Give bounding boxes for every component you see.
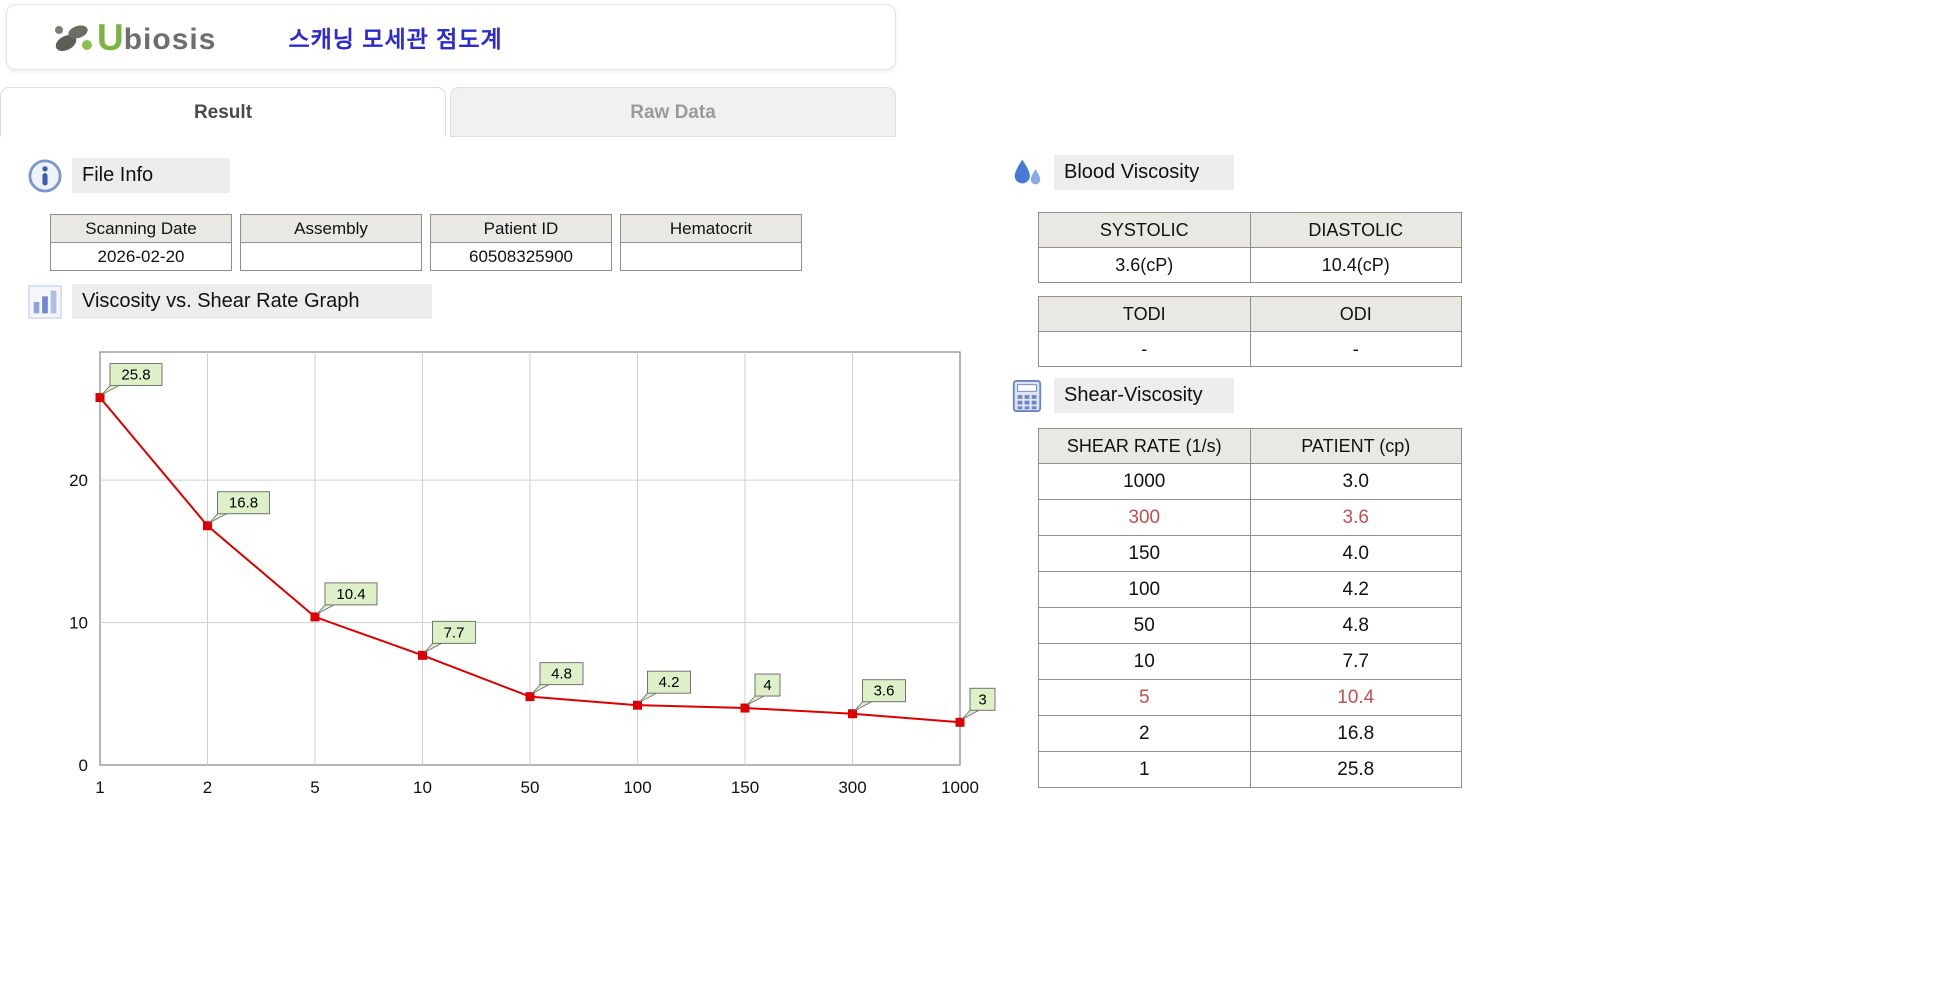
shear-viscosity-table: SHEAR RATE (1/s) PATIENT (cp) 1000 3.0 3… [1038, 428, 1462, 788]
table-row: 5 10.4 [1038, 679, 1462, 716]
shear-rate-value: 150 [1038, 535, 1251, 572]
field-value [621, 243, 801, 270]
svg-text:3: 3 [978, 691, 986, 708]
svg-text:10: 10 [413, 778, 432, 797]
systolic-value: 3.6(cP) [1038, 247, 1251, 283]
table-row: 50 4.8 [1038, 607, 1462, 644]
svg-text:10: 10 [69, 614, 88, 633]
tab-raw-data[interactable]: Raw Data [450, 87, 896, 137]
diastolic-value: 10.4(cP) [1249, 247, 1462, 283]
col-header-diastolic: DIASTOLIC [1249, 212, 1462, 248]
svg-text:25.8: 25.8 [121, 367, 150, 384]
leaf-icon [55, 25, 92, 51]
systolic-diastolic-table: SYSTOLIC DIASTOLIC 3.6(cP) 10.4(cP) [1038, 212, 1462, 283]
field-value: 2026-02-20 [51, 243, 231, 270]
chart-canvas: 1 2 5 10 50 100 150 300 1000 0 10 20 25.8 16.8 10.4 7.7… [69, 351, 996, 797]
odi-value: - [1249, 331, 1462, 367]
ubiosis-logo: U biosis [51, 19, 216, 56]
field-label: Assembly [241, 215, 421, 243]
file-info-field-hematocrit: Hematocrit [620, 214, 802, 271]
svg-text:2: 2 [203, 778, 212, 797]
table-row: 300 3.6 [1038, 499, 1462, 536]
patient-value: 7.7 [1249, 643, 1462, 680]
patient-value: 4.8 [1249, 607, 1462, 644]
blood-drop-icon [1014, 159, 1041, 184]
svg-text:1000: 1000 [941, 778, 979, 797]
table-row: 1000 3.0 [1038, 463, 1462, 500]
col-header-patient: PATIENT (cp) [1249, 428, 1462, 464]
table-row: 150 4.0 [1038, 535, 1462, 572]
table-row: 10 7.7 [1038, 643, 1462, 680]
logo-text-u: U [97, 16, 124, 58]
svg-text:5: 5 [310, 778, 319, 797]
shear-viscosity-title: Shear-Viscosity [1054, 378, 1234, 413]
svg-text:0: 0 [79, 756, 88, 775]
patient-value: 3.6 [1249, 499, 1462, 536]
graph-title: Viscosity vs. Shear Rate Graph [72, 284, 432, 319]
file-info-title: File Info [72, 158, 230, 193]
graph-section-header: Viscosity vs. Shear Rate Graph [28, 284, 432, 319]
patient-value: 4.2 [1249, 571, 1462, 608]
svg-text:100: 100 [623, 778, 651, 797]
todi-odi-table: TODI ODI - - [1038, 296, 1462, 367]
field-value: 60508325900 [431, 243, 611, 270]
patient-value: 10.4 [1249, 679, 1462, 716]
file-info-field-assembly: Assembly [240, 214, 422, 271]
svg-text:3.6: 3.6 [874, 683, 895, 700]
shear-rate-value: 300 [1038, 499, 1251, 536]
svg-text:10.4: 10.4 [336, 586, 365, 603]
file-info-field-scanning-date: Scanning Date 2026-02-20 [50, 214, 232, 271]
bar-chart-icon [28, 284, 62, 319]
col-header-shear-rate: SHEAR RATE (1/s) [1038, 428, 1251, 464]
shear-rate-value: 5 [1038, 679, 1251, 716]
calculator-icon [1012, 379, 1042, 412]
svg-text:7.7: 7.7 [444, 624, 465, 641]
shear-rate-value: 2 [1038, 715, 1251, 752]
shear-rate-value: 10 [1038, 643, 1251, 680]
svg-text:4: 4 [763, 677, 771, 694]
col-header-odi: ODI [1249, 296, 1462, 332]
app-title: 스캐닝 모세관 점도계 [288, 26, 503, 52]
svg-text:50: 50 [521, 778, 540, 797]
shear-viscosity-section-header: Shear-Viscosity [1010, 378, 1234, 413]
app-header: U biosis 스캐닝 모세관 점도계 [6, 4, 896, 70]
col-header-todi: TODI [1038, 296, 1251, 332]
col-header-systolic: SYSTOLIC [1038, 212, 1251, 248]
field-label: Hematocrit [621, 215, 801, 243]
logo-text: biosis [123, 23, 217, 56]
svg-text:1: 1 [95, 778, 104, 797]
patient-value: 25.8 [1249, 751, 1462, 788]
blood-viscosity-title: Blood Viscosity [1054, 155, 1234, 190]
svg-text:150: 150 [731, 778, 759, 797]
table-row: 100 4.2 [1038, 571, 1462, 608]
table-row: 2 16.8 [1038, 715, 1462, 752]
blood-viscosity-section-header: Blood Viscosity [1010, 155, 1234, 190]
file-info-field-patient-id: Patient ID 60508325900 [430, 214, 612, 271]
svg-text:300: 300 [838, 778, 866, 797]
svg-text:16.8: 16.8 [229, 495, 258, 512]
svg-text:4.2: 4.2 [659, 674, 680, 691]
field-value [241, 243, 421, 270]
shear-rate-value: 50 [1038, 607, 1251, 644]
svg-text:20: 20 [69, 471, 88, 490]
patient-value: 4.0 [1249, 535, 1462, 572]
svg-text:4.8: 4.8 [551, 666, 572, 683]
table-row: 1 25.8 [1038, 751, 1462, 788]
file-info-section-header: File Info [28, 158, 230, 193]
viscosity-shear-rate-chart: 1 2 5 10 50 100 150 300 1000 0 10 20 25.8 16.8 10.4 7.7… [55, 340, 996, 810]
shear-rate-value: 100 [1038, 571, 1251, 608]
shear-rate-value: 1 [1038, 751, 1251, 788]
patient-value: 16.8 [1249, 715, 1462, 752]
shear-rate-value: 1000 [1038, 463, 1251, 500]
field-label: Scanning Date [51, 215, 231, 243]
file-info-table: Scanning Date 2026-02-20 Assembly Patien… [50, 214, 802, 271]
patient-value: 3.0 [1249, 463, 1462, 500]
info-icon [28, 158, 62, 193]
field-label: Patient ID [431, 215, 611, 243]
tab-result[interactable]: Result [0, 87, 446, 137]
todi-value: - [1038, 331, 1251, 367]
